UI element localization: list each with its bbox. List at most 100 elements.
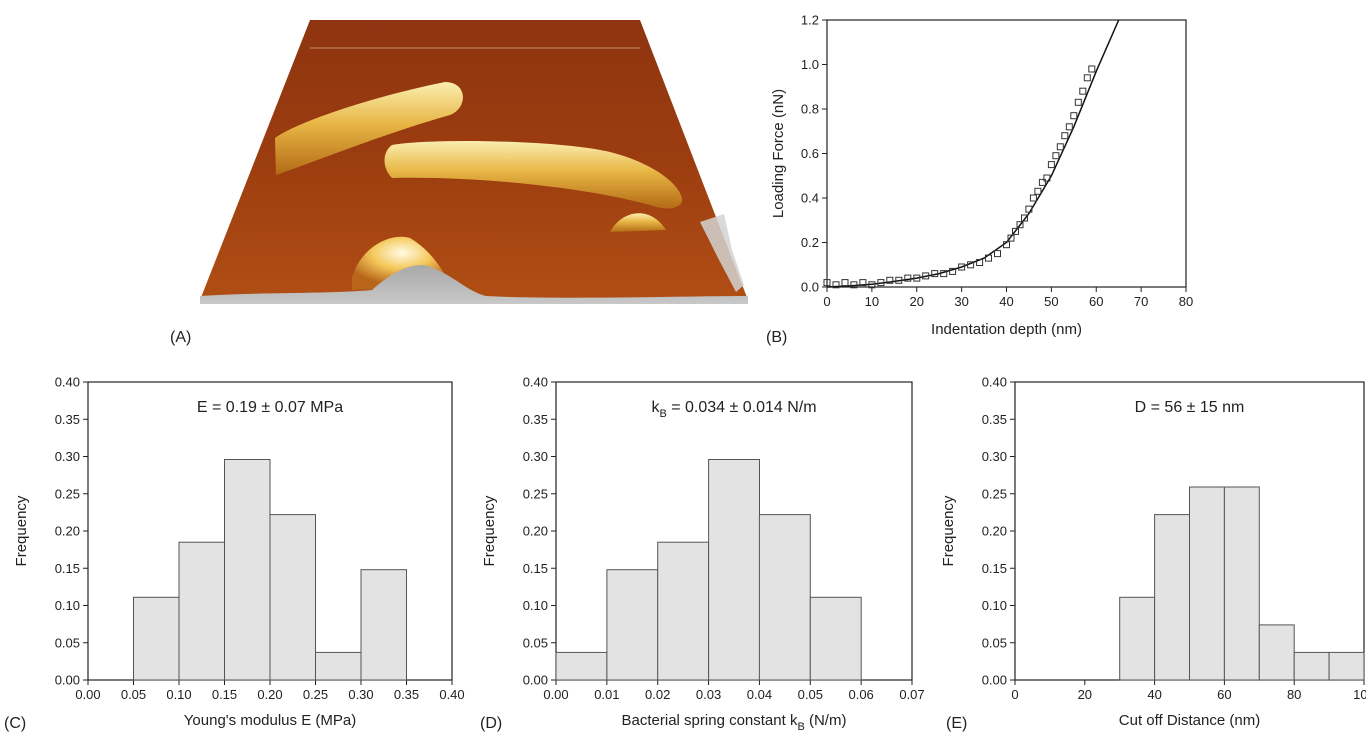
data-point	[1021, 214, 1028, 222]
y-tick-label: 0.30	[982, 449, 1007, 464]
y-tick-label: 0.0	[801, 280, 819, 295]
data-point	[1065, 123, 1073, 131]
histogram-bar	[606, 569, 659, 681]
data-point	[1043, 174, 1051, 182]
histogram-bar	[1189, 486, 1225, 681]
y-tick-label: 0.00	[523, 673, 548, 688]
x-tick-label: 40	[1147, 687, 1161, 702]
data-point	[1029, 194, 1037, 202]
histogram-bar	[178, 541, 225, 681]
histogram-bar	[360, 569, 407, 681]
annotation-rest: = 0.034 ± 0.014 N/m	[667, 399, 817, 416]
histogram-bar	[657, 541, 710, 681]
data-point	[922, 272, 930, 280]
annotation: D = 56 ± 15 nm	[1135, 399, 1245, 416]
x-tick-label: 0	[823, 294, 830, 309]
x-axis-label: Indentation depth (nm)	[931, 321, 1082, 338]
y-tick-label: 0.35	[523, 412, 548, 427]
data-point	[1007, 234, 1015, 242]
afm-cell-2	[384, 140, 683, 209]
x-axis-label: Cut off Distance (nm)	[1119, 712, 1260, 729]
x-axis-label-sub: B	[797, 721, 804, 733]
histogram-bar	[1328, 651, 1365, 681]
x-tick-label: 80	[1179, 294, 1193, 309]
histogram-bar	[708, 459, 760, 681]
y-tick-label: 0.35	[982, 412, 1007, 427]
histogram-bar	[1119, 596, 1156, 681]
y-tick-label: 0.25	[982, 486, 1007, 501]
data-point	[976, 259, 984, 266]
y-tick-label: 0.15	[523, 561, 548, 576]
y-tick-label: 0.15	[982, 561, 1007, 576]
histogram-bar	[315, 651, 362, 681]
data-point	[1038, 178, 1046, 186]
data-point	[1074, 98, 1082, 106]
data-point	[904, 274, 912, 282]
x-tick-label: 0.40	[439, 687, 464, 702]
panel-label-b: (B)	[766, 329, 787, 346]
y-axis-label: Frequency	[940, 495, 957, 566]
data-point	[877, 279, 885, 287]
histogram-bar	[269, 514, 316, 681]
data-point	[850, 281, 858, 289]
chart-c: 0.00 0.05 0.10 0.15 0.20 0.25 0.30 0.35 0.40 0.00…	[13, 375, 465, 730]
x-tick-label: 0.04	[747, 687, 772, 702]
x-tick-label: 0.15	[212, 687, 237, 702]
data-point	[967, 261, 975, 269]
data-point	[895, 276, 903, 284]
afm-image	[200, 20, 748, 304]
y-tick-label: 0.05	[982, 635, 1007, 650]
x-tick-label: 30	[954, 294, 968, 309]
x-tick-label: 0.06	[848, 687, 873, 702]
data-point	[1079, 87, 1087, 95]
annotation: E = 0.19 ± 0.07 MPa	[197, 399, 343, 416]
y-axis-label: Frequency	[13, 495, 30, 566]
histogram-bar	[1223, 486, 1260, 681]
y-tick-label: 0.35	[55, 412, 80, 427]
x-tick-label: 0.20	[257, 687, 282, 702]
afm-cell-1	[275, 82, 463, 175]
y-tick-label: 0.30	[523, 449, 548, 464]
data-point	[949, 267, 957, 275]
x-tick-label: 0.05	[798, 687, 823, 702]
y-tick-label: 0.10	[982, 598, 1007, 613]
histogram-bar	[809, 596, 862, 681]
annotation-sub: B	[659, 408, 666, 420]
data-point	[1056, 143, 1064, 151]
data-point	[913, 274, 921, 282]
x-axis-label-unit: (N/m)	[805, 712, 847, 729]
afm-cell-3	[610, 213, 666, 232]
x-tick-label: 50	[1044, 294, 1058, 309]
panel-label-e: (E)	[946, 715, 967, 732]
x-tick-label: 0.00	[75, 687, 100, 702]
data-point	[985, 254, 992, 262]
data-point	[1012, 227, 1019, 235]
x-axis-label-main: Bacterial spring constant k	[622, 712, 798, 729]
x-tick-label: 70	[1134, 294, 1148, 309]
x-tick-label: 80	[1287, 687, 1301, 702]
y-tick-label: 1.0	[801, 57, 819, 72]
y-tick-label: 0.05	[55, 635, 80, 650]
fit-curve	[826, 19, 1120, 288]
panel-label-a: (A)	[170, 329, 191, 346]
x-tick-label: 100	[1353, 687, 1366, 702]
y-tick-label: 0.40	[982, 375, 1007, 390]
x-axis-label: Bacterial spring constant kB (N/m)	[622, 712, 847, 733]
data-point	[958, 263, 966, 271]
y-tick-label: 0.30	[55, 449, 80, 464]
x-tick-label: 40	[999, 294, 1013, 309]
x-tick-label: 0.07	[899, 687, 924, 702]
x-tick-label: 0.30	[348, 687, 373, 702]
data-point	[886, 276, 894, 284]
panel-label-c: (C)	[4, 715, 26, 732]
data-point	[832, 281, 840, 289]
histogram-bar	[224, 459, 271, 681]
data-point	[1025, 205, 1033, 213]
data-point	[940, 270, 948, 278]
x-tick-label: 0.35	[394, 687, 419, 702]
data-point	[1061, 132, 1069, 140]
data-point	[1088, 65, 1096, 73]
y-tick-label: 0.2	[801, 235, 819, 250]
x-tick-label: 0.01	[594, 687, 619, 702]
